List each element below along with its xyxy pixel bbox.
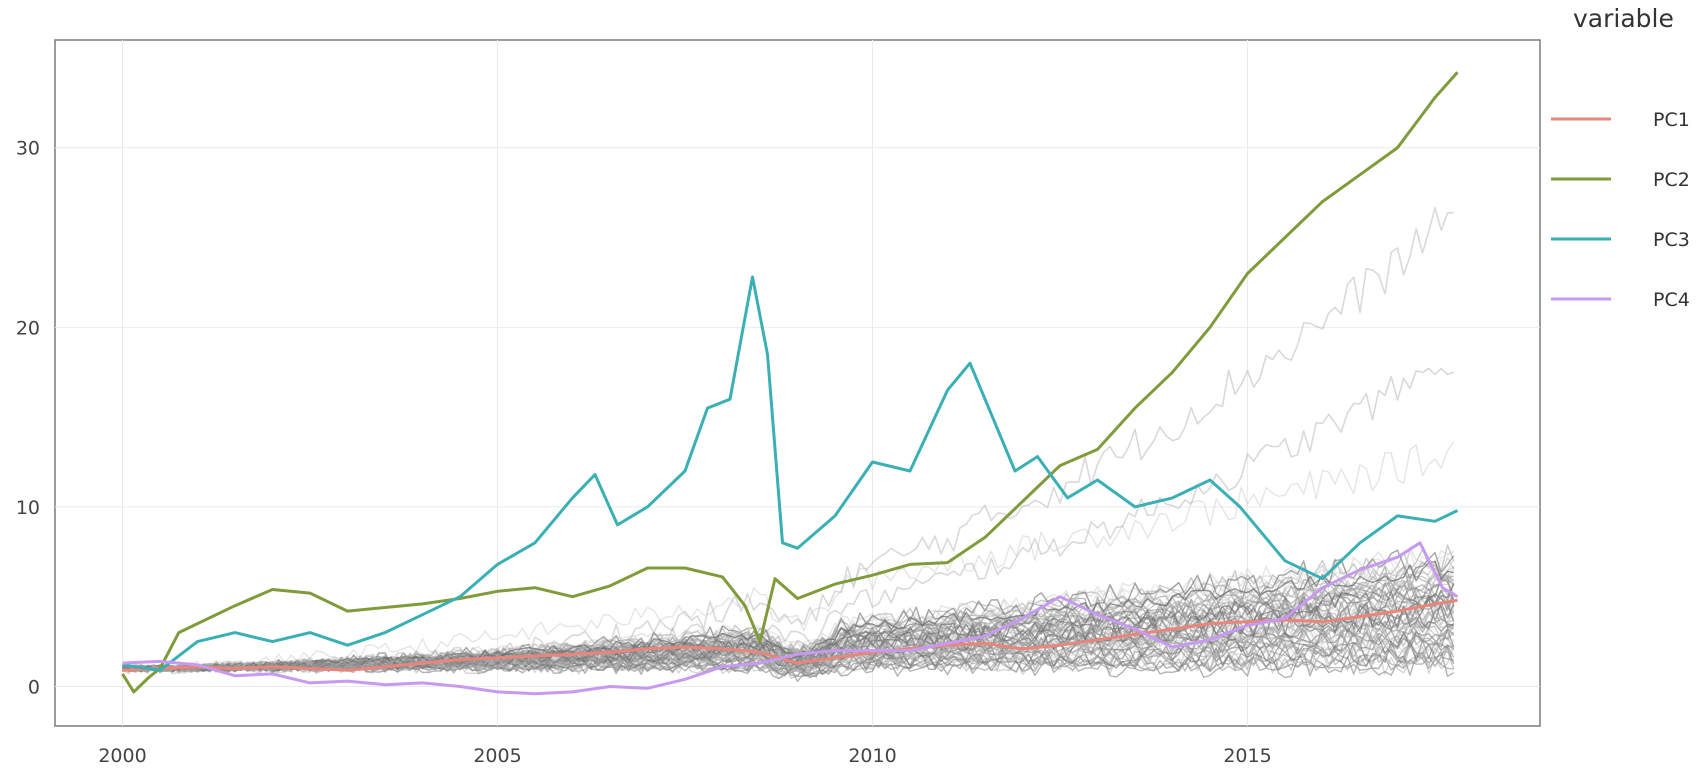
- series-line-pc1: [122, 598, 1458, 672]
- x-tick-label: 2015: [1223, 745, 1271, 767]
- y-tick-label: 20: [16, 317, 40, 339]
- series-line-pc2: [121, 71, 1459, 694]
- background-series-line: [122, 560, 1454, 670]
- legend-label: PC4: [1653, 289, 1690, 311]
- background-series-line: [122, 584, 1454, 671]
- background-series-line: [122, 592, 1455, 673]
- y-axis: 0 10 20 30: [16, 138, 40, 699]
- legend-label: PC3: [1653, 229, 1690, 251]
- series-line-pc4: [122, 541, 1459, 696]
- background-series-line: [122, 441, 1455, 673]
- series-lines: [121, 71, 1459, 696]
- background-series-line: [122, 573, 1455, 671]
- series-line-pc3: [122, 275, 1459, 672]
- x-axis: 2000 2005 2010 2015: [98, 745, 1271, 767]
- legend-title: variable: [1573, 4, 1674, 33]
- background-series-line: [122, 583, 1455, 673]
- x-tick-label: 2005: [473, 745, 521, 767]
- background-series-line: [122, 577, 1455, 672]
- y-tick-label: 0: [28, 676, 40, 698]
- legend-label: PC1: [1653, 109, 1690, 131]
- legend-label: PC2: [1653, 169, 1690, 191]
- legend-items: PC1 PC2 PC3 PC4: [1551, 109, 1690, 311]
- background-series-line: [122, 609, 1454, 674]
- y-tick-label: 10: [16, 497, 40, 519]
- legend: variable PC1 PC2 PC3 PC4: [1551, 4, 1690, 311]
- x-tick-label: 2000: [98, 745, 146, 767]
- y-tick-label: 30: [16, 138, 40, 160]
- background-series-line: [121, 367, 1454, 674]
- background-series-line: [122, 206, 1454, 675]
- x-tick-label: 2010: [848, 745, 896, 767]
- grid-lines: [55, 40, 1540, 726]
